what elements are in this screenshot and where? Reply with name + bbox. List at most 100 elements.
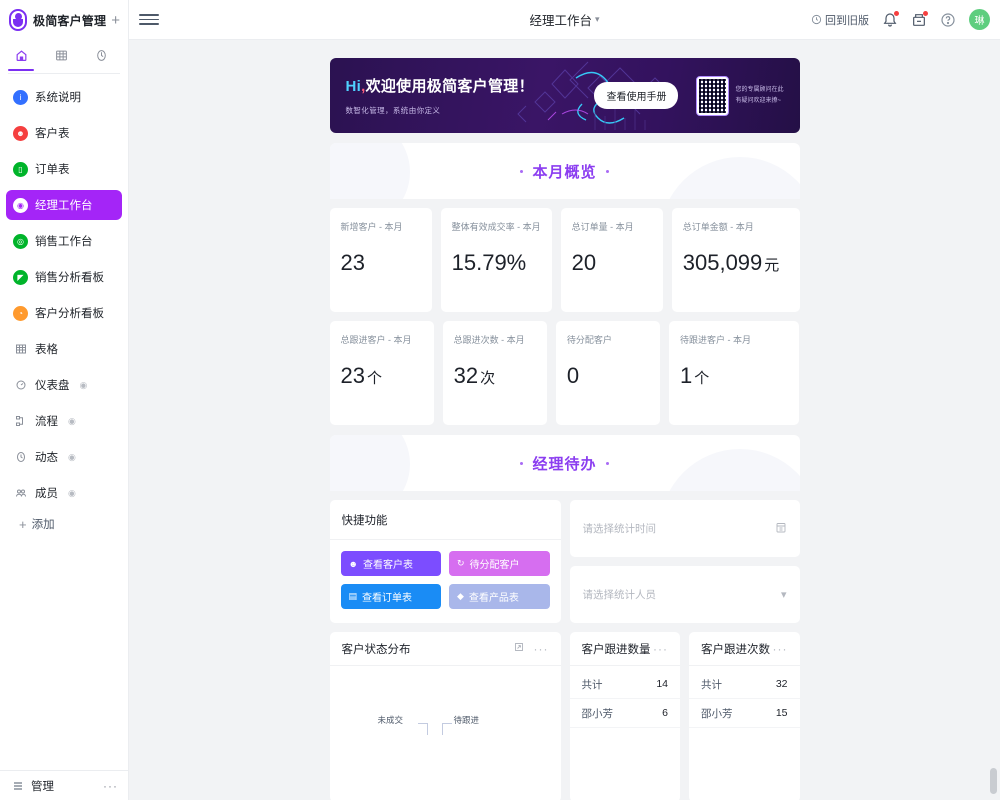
- bell-icon[interactable]: [882, 10, 899, 28]
- notification-dot: [923, 10, 928, 16]
- stat-card[interactable]: 总跟进次数 - 本月 32 次: [442, 321, 547, 425]
- stat-value: 20: [572, 250, 652, 276]
- sidebar-item-sales-workbench[interactable]: ◎ 销售工作台: [6, 226, 122, 256]
- pending-assign-customer-button[interactable]: ↻ 待分配客户: [449, 551, 550, 576]
- dot-left: [520, 169, 524, 173]
- view-customer-table-button[interactable]: ☻ 查看客户表: [340, 551, 441, 576]
- list-item: 共计 14: [569, 670, 680, 699]
- sidebar-item-label: 销售分析看板: [35, 272, 104, 284]
- sidebar-add-button[interactable]: + 添加: [6, 514, 122, 534]
- quick-button-label: 查看客户表: [362, 560, 413, 571]
- scroll-region: Hi,欢迎使用极简客户管理！ 数智化管理，系统由你定义 查看使用手册 您的专属顾…: [129, 40, 1000, 800]
- chevron-down-icon[interactable]: ▾: [780, 589, 787, 601]
- todo-row: 快捷功能 ☻ 查看客户表 ↻ 待分配客户: [329, 500, 800, 623]
- stat-label: 待跟进客户 - 本月: [680, 335, 752, 345]
- app-logo-icon: [9, 9, 27, 31]
- sidebar-section-activity[interactable]: 动态 ◉: [6, 442, 122, 472]
- qr-block: 您的专属顾问在此 有疑问欢迎来撩~: [696, 75, 784, 116]
- sidebar-item-manager-workbench[interactable]: ◉ 经理工作台: [6, 190, 122, 220]
- avatar[interactable]: 琳: [969, 9, 990, 30]
- overview-title-wrap: 本月概览: [520, 161, 609, 182]
- manager-icon: ◉: [13, 197, 28, 213]
- sidebar-section-members[interactable]: 成员 ◉: [6, 478, 122, 508]
- calendar-icon[interactable]: [775, 521, 787, 537]
- sidebar-section-dashboard[interactable]: 仪表盘 ◉: [6, 370, 122, 400]
- sidebar-item-label: 客户表: [35, 128, 70, 140]
- members-icon: [13, 486, 28, 501]
- tab-table[interactable]: [42, 42, 80, 68]
- stat-time-picker[interactable]: 请选择统计时间: [569, 500, 800, 557]
- stat-card[interactable]: 新增客户 - 本月 23: [329, 208, 432, 312]
- stat-unit: 元: [764, 257, 780, 274]
- sidebar-section-flow[interactable]: 流程 ◉: [6, 406, 122, 436]
- info-icon: i: [13, 89, 28, 105]
- leader-line-0: [417, 723, 428, 735]
- customer-followup-times-widget: 客户跟进次数 ··· 共计 32 邵小芳 15: [689, 632, 800, 800]
- more-icon[interactable]: ···: [103, 778, 118, 793]
- page-title-dropdown[interactable]: 经理工作台 ▾: [529, 10, 599, 29]
- stat-label: 新增客户 - 本月: [340, 222, 403, 232]
- tab-home[interactable]: [2, 42, 40, 71]
- qr-note-line1: 您的专属顾问在此: [735, 87, 784, 94]
- activity-icon: [13, 450, 28, 465]
- view-manual-button[interactable]: 查看使用手册: [594, 82, 679, 109]
- order-icon: ▯: [13, 161, 28, 177]
- todo-section-title: 经理待办: [532, 455, 597, 473]
- sidebar-section-tables[interactable]: 表格: [6, 334, 122, 364]
- stat-person-select[interactable]: 请选择统计人员 ▾: [569, 566, 800, 623]
- sidebar-footer[interactable]: 管理 ···: [0, 770, 128, 800]
- widget-title: 客户状态分布: [341, 643, 411, 656]
- sidebar-item-order-table[interactable]: ▯ 订单表: [6, 154, 122, 184]
- sidebar-item-system-info[interactable]: i 系统说明: [6, 82, 122, 112]
- view-order-table-button[interactable]: ▤ 查看订单表: [340, 584, 441, 609]
- main-area: 经理工作台 ▾ 回到旧版: [129, 0, 1000, 800]
- add-workspace-button[interactable]: +: [111, 11, 120, 29]
- expand-icon[interactable]: [513, 640, 525, 658]
- sidebar-add-label: 添加: [31, 519, 55, 531]
- stat-card[interactable]: 总订单金额 - 本月 305,099 元: [671, 208, 800, 312]
- qr-note-line2: 有疑问欢迎来撩~: [735, 97, 781, 104]
- archive-icon[interactable]: [911, 10, 928, 28]
- quick-button-label: 查看订单表: [362, 593, 413, 604]
- banner-comma: ,: [361, 78, 366, 95]
- view-product-table-button[interactable]: ◆ 查看产品表: [449, 584, 550, 609]
- pie-label-1: 待跟进: [453, 715, 480, 725]
- stat-number: 305,099: [682, 250, 763, 275]
- widget-title: 客户跟进数量: [581, 643, 651, 656]
- banner-headline: Hi,欢迎使用极简客户管理！: [346, 75, 534, 96]
- list-item: 共计 32: [689, 670, 800, 699]
- quick-functions-grid: ☻ 查看客户表 ↻ 待分配客户 ▤ 查看订单表: [330, 540, 561, 623]
- sidebar-item-label: 系统说明: [35, 92, 81, 104]
- tab-dashboard[interactable]: [82, 42, 120, 68]
- banner-subtitle: 数智化管理，系统由你定义: [345, 106, 441, 115]
- stat-card[interactable]: 整体有效成交率 - 本月 15.79%: [440, 208, 552, 312]
- sidebar-section-label: 流程: [35, 416, 58, 428]
- stat-unit: 个: [366, 370, 382, 387]
- back-to-old-version-button[interactable]: 回到旧版: [811, 12, 869, 28]
- vertical-scrollbar[interactable]: [990, 768, 997, 794]
- more-icon[interactable]: ···: [653, 641, 668, 656]
- sidebar-item-customer-analysis[interactable]: ◔ 客户分析看板: [6, 298, 122, 328]
- stat-card[interactable]: 总订单量 - 本月 20: [560, 208, 663, 312]
- stat-unit: 次: [480, 370, 496, 387]
- widget-header: 客户跟进次数 ···: [689, 632, 800, 666]
- sidebar-item-sales-analysis[interactable]: ◤ 销售分析看板: [6, 262, 122, 292]
- more-icon[interactable]: ···: [533, 641, 549, 656]
- qr-note: 您的专属顾问在此 有疑问欢迎来撩~: [735, 85, 783, 105]
- banner-text: Hi,欢迎使用极简客户管理！ 数智化管理，系统由你定义: [346, 75, 534, 116]
- more-icon[interactable]: ···: [772, 641, 788, 656]
- sidebar-item-label: 客户分析看板: [35, 308, 104, 320]
- todo-section-header: 经理待办: [329, 435, 800, 491]
- page-content: Hi,欢迎使用极简客户管理！ 数智化管理，系统由你定义 查看使用手册 您的专属顾…: [129, 40, 1000, 800]
- sidebar-item-customer-table[interactable]: ☻ 客户表: [6, 118, 122, 148]
- sidebar-item-label: 订单表: [35, 164, 70, 176]
- pie-label-0: 未成交: [377, 715, 404, 725]
- tab-divider: [8, 73, 120, 74]
- help-icon[interactable]: [940, 12, 956, 28]
- back-to-old-version-label: 回到旧版: [825, 14, 869, 27]
- stat-card[interactable]: 待分配客户 0: [555, 321, 661, 425]
- stat-card[interactable]: 总跟进客户 - 本月 23 个: [329, 321, 434, 425]
- menu-toggle-icon[interactable]: [139, 10, 159, 30]
- page-title-container: 经理工作台 ▾: [129, 10, 1000, 29]
